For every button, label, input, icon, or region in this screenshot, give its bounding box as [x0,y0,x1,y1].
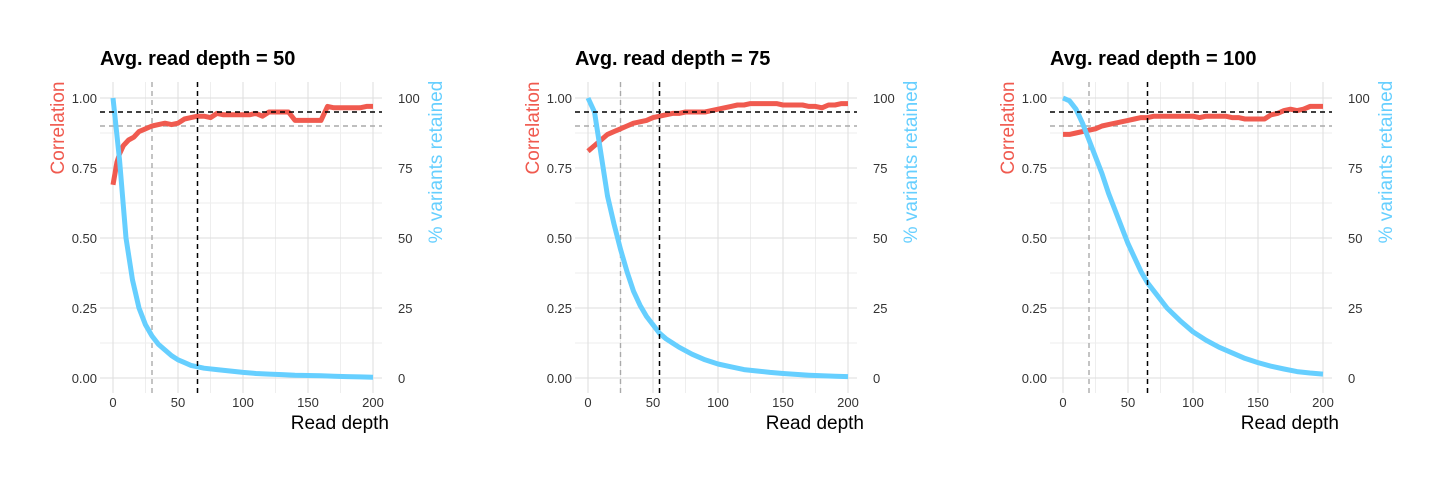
y-tick-label-left: 0.50 [72,231,97,246]
x-tick-label: 200 [1312,395,1334,410]
x-axis-title: Read depth [291,413,389,434]
y-tick-label-right: 50 [398,231,412,246]
y-tick-label-left: 1.00 [547,91,572,106]
chart-title: Avg. read depth = 50 [100,48,295,70]
y-tick-label-right: 50 [873,231,887,246]
correlation-line [110,103,373,186]
chart-panel-3: Avg. read depth = 100 0.00 0.25 0.50 0.75 1.0… [998,48,1397,434]
y-tick-label-left: 0.25 [547,301,572,316]
chart-panel-1: Avg. read depth = 50 0.00 0.25 0.50 0.75 1.00… [48,48,447,434]
y-axis-title-left: Correlation [998,82,1019,175]
y-tick-label-right: 0 [398,371,405,386]
y-tick-label-right: 100 [873,91,895,106]
y-tick-label-right: 75 [398,161,412,176]
y-tick-label-right: 0 [873,371,880,386]
x-tick-label: 200 [837,395,859,410]
variants-retained-line [1062,95,1324,377]
y-tick-label-left: 0.75 [72,161,97,176]
x-tick-label: 100 [707,395,729,410]
x-tick-label: 100 [232,395,254,410]
y-tick-label-right: 100 [1348,91,1370,106]
variants-retained-line [110,97,374,380]
y-tick-label-right: 25 [1348,301,1362,316]
y-axis-title-right: % variants retained [426,81,447,244]
chart-panel-2: Avg. read depth = 75 0.00 0.25 0.50 0.75 1.00… [523,48,922,434]
x-tick-label: 150 [297,395,319,410]
x-tick-label: 150 [1247,395,1269,410]
x-tick-label: 150 [772,395,794,410]
y-tick-label-left: 0.25 [72,301,97,316]
y-tick-label-left: 0.75 [547,161,572,176]
variants-retained-line [585,96,849,380]
y-tick-label-left: 0.25 [1022,301,1047,316]
x-axis-title: Read depth [766,413,864,434]
x-axis-title: Read depth [1241,413,1339,434]
y-tick-label-right: 75 [1348,161,1362,176]
y-tick-label-left: 0.00 [72,371,97,386]
y-axis-title-left: Correlation [523,82,544,175]
y-tick-label-right: 50 [1348,231,1362,246]
y-tick-label-left: 1.00 [1022,91,1047,106]
x-tick-label: 50 [171,395,185,410]
y-tick-label-right: 25 [873,301,887,316]
y-tick-label-left: 0.50 [1022,231,1047,246]
x-tick-label: 200 [362,395,384,410]
y-axis-title-left: Correlation [48,82,69,175]
y-tick-label-right: 100 [398,91,420,106]
y-axis-title-right: % variants retained [901,81,922,244]
chart-title: Avg. read depth = 75 [575,48,770,70]
y-tick-label-left: 1.00 [72,91,97,106]
x-tick-label: 50 [1121,395,1135,410]
x-tick-label: 0 [1059,395,1066,410]
correlation-line [586,101,848,154]
y-tick-label-left: 0.00 [1022,371,1047,386]
y-tick-label-right: 75 [873,161,887,176]
y-tick-label-left: 0.50 [547,231,572,246]
chart-title: Avg. read depth = 100 [1050,48,1257,70]
x-tick-label: 100 [1182,395,1204,410]
x-tick-label: 50 [646,395,660,410]
y-tick-label-right: 25 [398,301,412,316]
x-tick-label: 0 [584,395,591,410]
y-tick-label-right: 0 [1348,371,1355,386]
y-tick-label-left: 0.00 [547,371,572,386]
x-tick-label: 0 [109,395,116,410]
y-tick-label-left: 0.75 [1022,161,1047,176]
y-axis-title-right: % variants retained [1376,81,1397,244]
